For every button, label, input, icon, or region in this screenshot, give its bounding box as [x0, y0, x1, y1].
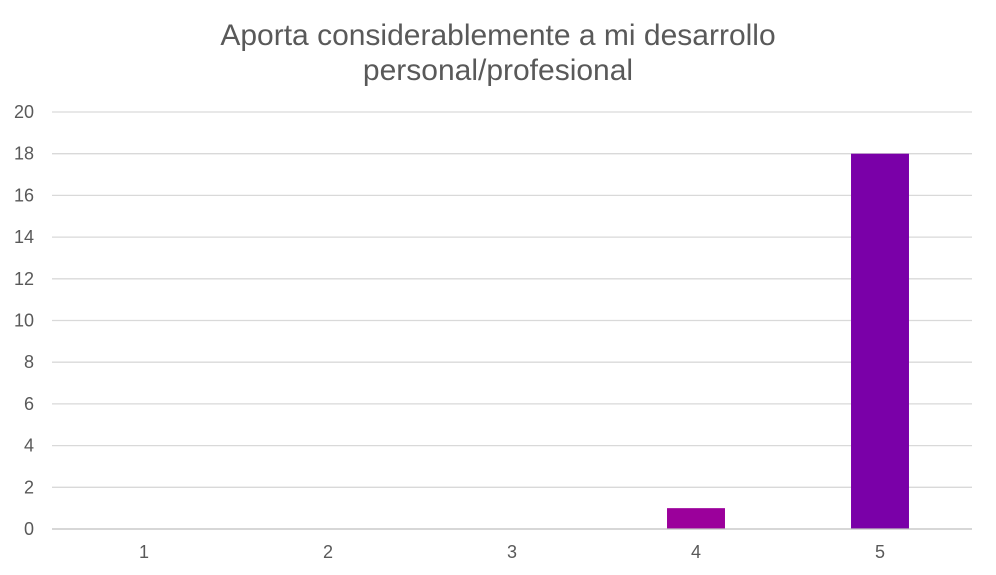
y-gridlines: [52, 111, 972, 488]
y-tick-label: 14: [14, 227, 34, 247]
x-tick-label: 4: [691, 542, 701, 562]
bar-5: [851, 153, 909, 529]
chart-title: Aporta considerablemente a mi desarrollo…: [220, 19, 775, 87]
chart-title-line-1: Aporta considerablemente a mi desarrollo: [220, 19, 775, 52]
y-tick-label: 18: [14, 144, 34, 164]
y-tick-label: 16: [14, 185, 34, 205]
y-tick-label: 8: [24, 352, 34, 372]
x-tick-label: 5: [875, 542, 885, 562]
x-tick-label: 3: [507, 542, 517, 562]
x-tick-label: 1: [139, 542, 149, 562]
y-tick-label: 6: [24, 394, 34, 414]
bars: [667, 153, 909, 529]
y-axis-tick-labels: 0 2 4 6 8 10 12 14 16 18 20: [14, 102, 34, 539]
y-tick-label: 10: [14, 311, 34, 331]
x-axis-tick-labels: 1 2 3 4 5: [139, 542, 885, 562]
y-tick-label: 20: [14, 102, 34, 122]
y-tick-label: 12: [14, 269, 34, 289]
y-tick-label: 4: [24, 436, 34, 456]
bar-4: [667, 508, 725, 529]
y-tick-label: 2: [24, 477, 34, 497]
y-tick-label: 0: [24, 519, 34, 539]
chart-title-line-2: personal/profesional: [363, 54, 633, 87]
x-tick-label: 2: [323, 542, 333, 562]
